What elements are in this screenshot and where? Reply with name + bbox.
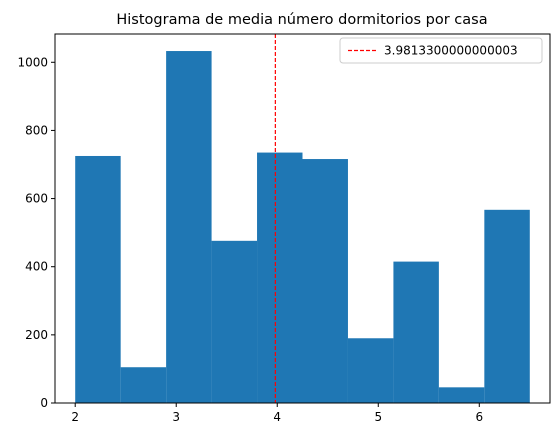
histogram-bar-8 xyxy=(393,261,439,403)
histogram-bar-1 xyxy=(75,155,121,403)
x-tick-label: 5 xyxy=(374,410,382,424)
histogram-bar-3 xyxy=(166,51,212,403)
y-axis-ticks: 0 200 400 600 800 1000 xyxy=(17,55,55,410)
chart-title: Histograma de media número dormitorios p… xyxy=(116,12,487,28)
legend: 3.9813300000000003 xyxy=(339,37,543,64)
histogram-bar-4 xyxy=(211,240,258,403)
y-tick-label: 1000 xyxy=(17,55,48,69)
histogram-bar-5 xyxy=(257,152,303,403)
x-tick-label: 6 xyxy=(475,410,483,424)
x-axis-ticks: 2 3 4 5 6 xyxy=(71,403,483,424)
y-tick-label: 200 xyxy=(25,328,48,342)
histogram-bar-6 xyxy=(302,159,348,403)
x-tick-label: 2 xyxy=(71,410,79,424)
bars-group xyxy=(75,51,530,403)
axes-frame xyxy=(54,33,551,404)
y-tick-label: 800 xyxy=(25,123,48,137)
histogram-bar-9 xyxy=(438,387,485,403)
histogram-bar-2 xyxy=(120,367,167,403)
x-tick-label: 4 xyxy=(273,410,281,424)
legend-entry-label: 3.9813300000000003 xyxy=(384,44,518,58)
y-tick-label: 600 xyxy=(25,192,48,206)
y-tick-label: 400 xyxy=(25,260,48,274)
histogram-bar-10 xyxy=(484,209,530,403)
legend-box xyxy=(339,37,543,64)
histogram-bar-7 xyxy=(347,338,394,403)
y-tick-label: 0 xyxy=(40,396,48,410)
x-tick-label: 3 xyxy=(172,410,180,424)
